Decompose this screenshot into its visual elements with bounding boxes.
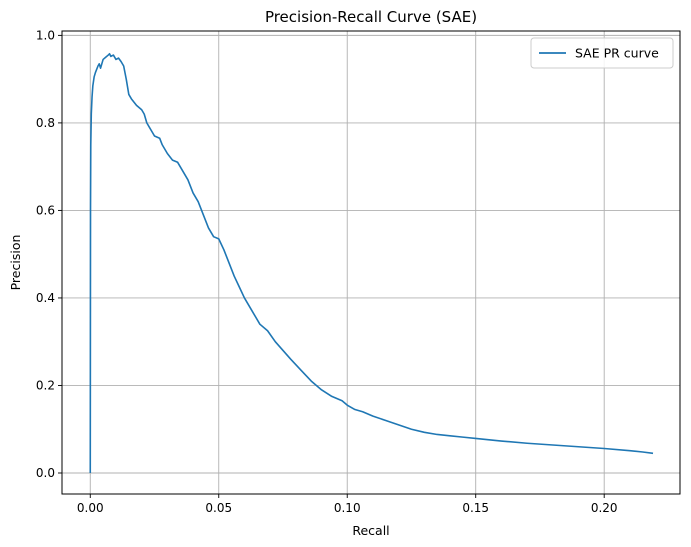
y-axis-label: Precision: [8, 235, 23, 291]
curve-layer: [89, 52, 654, 473]
chart-title: Precision-Recall Curve (SAE): [265, 8, 477, 26]
series-line-sae-pr-curve: [89, 52, 654, 473]
y-tick-label: 0.4: [36, 291, 55, 305]
y-tick-label: 0.2: [36, 378, 55, 392]
x-tick-label: 0.10: [334, 501, 361, 515]
x-tick-label: 0.20: [591, 501, 618, 515]
y-tick-label: 1.0: [36, 28, 55, 42]
plot-background: [62, 31, 680, 494]
grid-lines: [62, 31, 680, 494]
y-tick-label: 0.0: [36, 466, 55, 480]
x-tick-label: 0.05: [205, 501, 232, 515]
x-axis: 0.00 0.05 0.10 0.15 0.20: [77, 494, 618, 515]
y-tick-label: 0.8: [36, 116, 55, 130]
x-tick-label: 0.00: [77, 501, 104, 515]
legend-box: [530, 37, 674, 69]
y-axis: 0.0 0.2 0.4 0.6 0.8 1.0: [36, 28, 62, 480]
x-axis-label: Recall: [352, 523, 389, 538]
legend-label-sae-pr-curve: SAE PR curve: [575, 46, 659, 61]
y-tick-label: 0.6: [36, 203, 55, 217]
legend: SAE PR curve: [530, 37, 674, 69]
plot-frame: [61, 30, 681, 495]
x-tick-label: 0.15: [462, 501, 489, 515]
